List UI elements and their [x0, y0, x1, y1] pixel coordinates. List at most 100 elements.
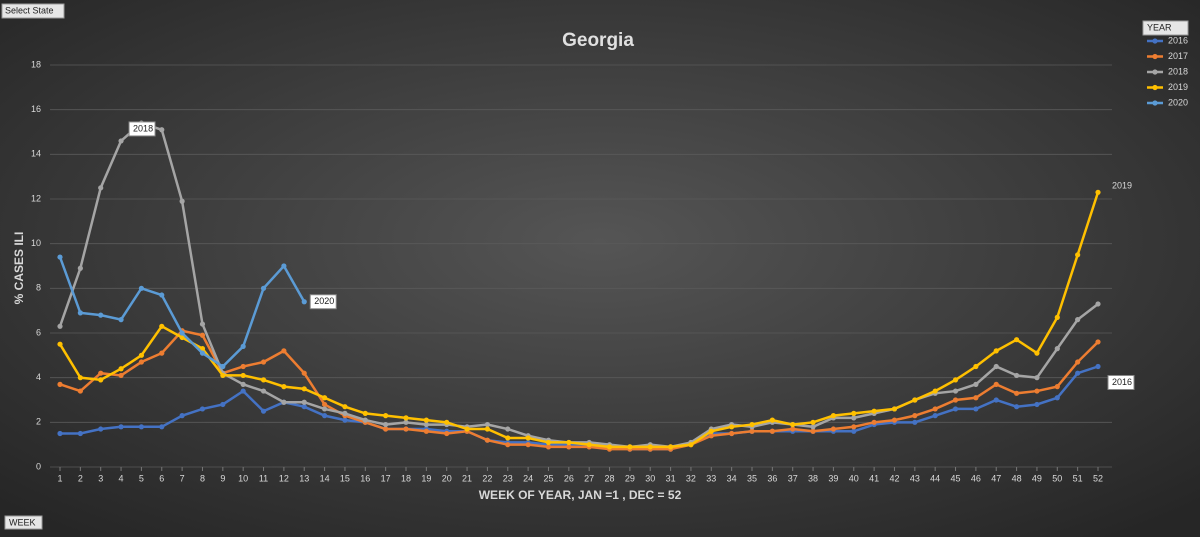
week-filter-label[interactable]: WEEK: [9, 517, 36, 527]
series-line: [59, 329, 1099, 451]
y-tick-label: 6: [36, 327, 41, 337]
data-point: [179, 330, 185, 336]
data-point: [851, 424, 857, 430]
data-point: [1034, 350, 1040, 356]
data-point: [1054, 314, 1060, 320]
x-tick-label: 51: [1073, 473, 1083, 483]
legend-label: 2017: [1168, 51, 1188, 61]
data-point: [952, 388, 959, 394]
data-point: [545, 439, 552, 446]
data-point: [362, 417, 368, 423]
year-filter[interactable]: YEAR: [1142, 20, 1189, 36]
x-tick-label: 3: [98, 473, 103, 483]
x-tick-label: 34: [727, 473, 737, 483]
data-point: [77, 310, 83, 316]
year-filter-label[interactable]: YEAR: [1147, 22, 1172, 32]
data-point: [484, 421, 491, 428]
x-tick-label: 35: [747, 473, 757, 483]
data-point: [240, 388, 246, 394]
data-point: [159, 292, 165, 298]
data-point: [932, 406, 938, 412]
data-point: [973, 381, 979, 387]
data-point: [179, 334, 185, 341]
data-point: [790, 421, 796, 428]
data-point: [932, 413, 938, 419]
data-point: [566, 444, 572, 450]
x-tick-label: 5: [139, 473, 144, 483]
y-tick-label: 2: [36, 417, 41, 427]
x-tick-label: 47: [991, 473, 1001, 483]
data-point: [199, 350, 206, 356]
legend-label: 2019: [1168, 82, 1188, 92]
callout-box: [309, 294, 337, 310]
data-point: [383, 426, 389, 432]
x-tick-label: 9: [220, 473, 225, 483]
data-point: [77, 265, 83, 271]
data-point: [342, 404, 348, 410]
data-point: [301, 370, 307, 376]
chart-title: Georgia: [562, 30, 634, 51]
week-filter[interactable]: WEEK: [4, 515, 43, 530]
x-tick-label: 16: [360, 473, 370, 483]
data-point: [281, 263, 287, 269]
data-point: [321, 401, 328, 408]
data-point: [403, 426, 409, 432]
data-point: [545, 444, 552, 450]
x-tick-label: 46: [971, 473, 981, 483]
data-point: [993, 348, 999, 354]
data-point: [790, 426, 796, 432]
x-tick-label: 33: [706, 473, 716, 483]
x-tick-label: 31: [666, 473, 676, 483]
data-point: [199, 332, 206, 338]
legend-label: 2020: [1168, 97, 1188, 107]
data-point: [525, 435, 531, 441]
data-point: [281, 348, 287, 354]
data-point: [1095, 301, 1101, 307]
data-point: [1054, 395, 1060, 401]
data-point: [891, 406, 898, 412]
data-point: [993, 363, 999, 370]
legend-dot: [1152, 69, 1158, 75]
callout-label: 2019: [1112, 181, 1132, 191]
x-tick-label: 38: [808, 473, 818, 483]
data-point: [912, 419, 918, 425]
data-point: [57, 381, 63, 387]
data-point: [484, 437, 491, 443]
data-point: [606, 444, 613, 450]
data-point: [1013, 404, 1020, 410]
data-point: [403, 419, 409, 425]
data-point: [667, 444, 674, 450]
data-point: [199, 321, 206, 327]
state-filter[interactable]: Select State: [1, 3, 65, 19]
data-point: [688, 442, 694, 448]
x-tick-label: 15: [340, 473, 350, 483]
x-tick-label: 42: [889, 473, 899, 483]
x-tick-label: 43: [910, 473, 920, 483]
data-point: [1013, 337, 1020, 343]
x-tick-label: 25: [543, 473, 553, 483]
data-point: [1075, 317, 1081, 323]
data-point: [566, 439, 572, 446]
x-tick-label: 39: [828, 473, 838, 483]
data-point: [240, 372, 246, 379]
data-point: [321, 413, 328, 419]
data-point: [973, 395, 979, 401]
data-point: [1034, 388, 1040, 394]
data-point: [220, 401, 226, 408]
data-point: [871, 419, 877, 425]
data-point: [830, 426, 837, 432]
data-point: [362, 410, 368, 416]
x-tick-label: 24: [523, 473, 533, 483]
x-tick-label: 6: [159, 473, 164, 483]
data-point: [1034, 375, 1040, 381]
data-point: [891, 417, 898, 423]
x-tick-label: 23: [503, 473, 513, 483]
data-point: [403, 415, 409, 421]
data-point: [159, 424, 165, 430]
data-point: [159, 350, 165, 356]
callout-label: 2020: [314, 296, 334, 306]
state-filter-label[interactable]: Select State: [5, 5, 54, 15]
data-point: [851, 410, 857, 416]
data-point: [281, 399, 287, 405]
data-point: [444, 419, 450, 425]
